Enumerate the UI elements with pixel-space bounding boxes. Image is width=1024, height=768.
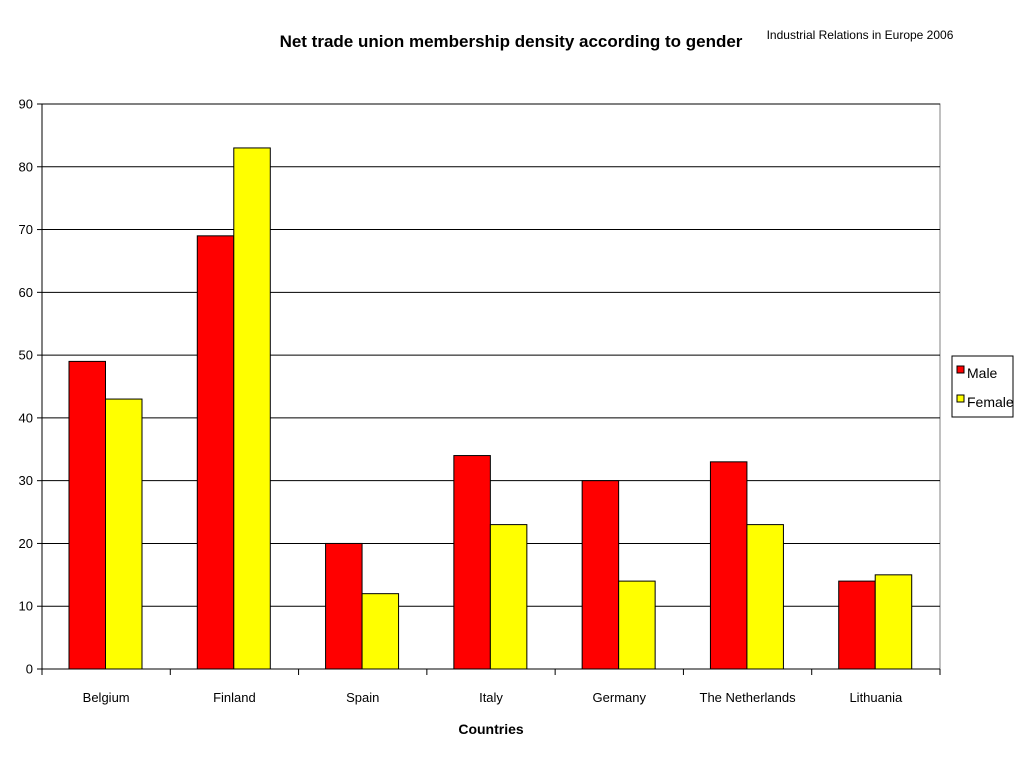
bar-female-belgium bbox=[105, 398, 143, 670]
bar-male-germany bbox=[581, 480, 620, 670]
bar-female-italy bbox=[489, 524, 528, 670]
bar-female-lithuania bbox=[874, 574, 913, 670]
y-tick-label: 30 bbox=[19, 473, 33, 488]
y-tick-label: 60 bbox=[19, 285, 33, 300]
bar-male-spain bbox=[325, 542, 363, 670]
legend: Male Female bbox=[951, 355, 1014, 418]
x-tick-label: Lithuania bbox=[849, 690, 903, 705]
y-tick-label: 10 bbox=[19, 599, 33, 614]
gridlines bbox=[42, 103, 940, 607]
y-tick-label: 40 bbox=[19, 410, 33, 425]
bar-female-spain bbox=[361, 593, 400, 670]
chart-title: Net trade union membership density accor… bbox=[280, 32, 743, 51]
axes bbox=[37, 103, 941, 675]
x-tick-label: Belgium bbox=[83, 690, 130, 705]
bar-female-germany bbox=[618, 580, 656, 670]
legend-swatch-female bbox=[956, 394, 965, 403]
x-axis-title: Countries bbox=[458, 721, 524, 737]
y-tick-label: 20 bbox=[19, 536, 33, 551]
source-note: Industrial Relations in Europe 2006 bbox=[767, 28, 954, 42]
y-tick-label: 0 bbox=[26, 662, 33, 677]
x-tick-label: Spain bbox=[346, 690, 379, 705]
bar-female-the-netherlands bbox=[746, 524, 784, 670]
bar-male-the-netherlands bbox=[709, 461, 748, 670]
y-tick-label: 80 bbox=[19, 159, 33, 174]
x-tick-label: Italy bbox=[479, 690, 503, 705]
bar-male-italy bbox=[453, 455, 491, 670]
x-tick-label: Finland bbox=[213, 690, 256, 705]
y-tick-label: 70 bbox=[19, 222, 33, 237]
y-tick-label: 50 bbox=[19, 348, 33, 363]
bar-female-finland bbox=[233, 147, 271, 670]
legend-label-male: Male bbox=[967, 365, 998, 381]
y-tick-labels: 0 10 20 30 40 50 60 70 80 90 bbox=[19, 97, 33, 677]
legend-swatch-male bbox=[956, 365, 965, 374]
legend-label-female: Female bbox=[967, 394, 1014, 410]
bars bbox=[68, 147, 913, 670]
y-tick-label: 90 bbox=[19, 97, 33, 112]
bar-male-lithuania bbox=[838, 580, 876, 670]
x-tick-labels: Belgium Finland Spain Italy Germany The Nethe… bbox=[83, 690, 903, 705]
bar-male-finland bbox=[196, 235, 235, 670]
x-tick-label: The Netherlands bbox=[700, 690, 797, 705]
bar-male-belgium bbox=[68, 360, 106, 670]
x-tick-label: Germany bbox=[593, 690, 647, 705]
